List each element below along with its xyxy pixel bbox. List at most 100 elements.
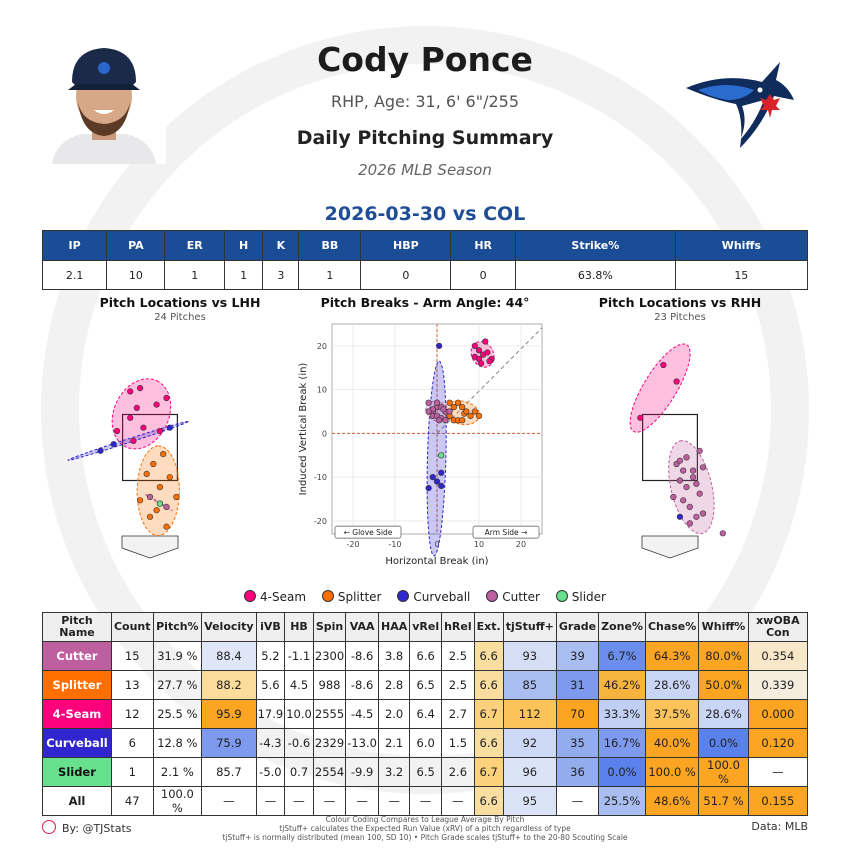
pitch-table-row: Cutter 15 31.9 % 88.4 5.2 -1.1 2300 -8.6 3.8 6.6 2… (42, 641, 809, 671)
location-point (156, 500, 163, 507)
pitch-metric-cell: — (555, 786, 600, 816)
break-point (438, 452, 445, 459)
location-point (146, 513, 154, 520)
pitch-name-cell: Cutter (42, 641, 112, 671)
location-point (686, 503, 693, 510)
location-point (166, 474, 173, 481)
pitch-table-row: 4-Seam 12 25.5 % 95.9 17.9 10.0 2555 -4.5 2.0 6.4… (42, 699, 809, 729)
legend-label: 4-Seam (260, 590, 307, 604)
pitch-metric-cell: 95.9 (201, 699, 257, 729)
pitch-metric-cell: 85.7 (201, 757, 257, 787)
pitch-metric-cell: — (312, 786, 347, 816)
stat-header: Strike% (515, 230, 676, 261)
pitch-metric-cell: -9.9 (345, 757, 379, 787)
location-point (173, 493, 180, 501)
pitch-metric-cell: 12.8 % (152, 728, 203, 758)
location-point (127, 388, 134, 395)
location-point (680, 497, 687, 504)
stat-header: HBP (360, 230, 452, 261)
pitch-metric-cell: -8.6 (345, 641, 379, 671)
break-point (459, 417, 466, 424)
location-point (696, 490, 703, 497)
location-point (130, 437, 137, 444)
arm-side-label: Arm Side → (485, 528, 528, 537)
pitch-metric-cell: 0.120 (747, 728, 809, 758)
pitch-metric-cell: 31.9 % (152, 641, 203, 671)
pitch-metric-cell: 6.6 (473, 641, 504, 671)
break-point (454, 399, 462, 406)
legend-label: Splitter (337, 590, 382, 604)
stat-header: IP (41, 230, 108, 261)
summary-title: Daily Pitching Summary (296, 127, 554, 149)
break-point (471, 408, 478, 415)
season-label: 2026 MLB Season (358, 161, 492, 179)
location-point (160, 451, 167, 458)
legend-label: Curveball (413, 590, 471, 604)
pitch-table-header: Whiff% (698, 612, 749, 642)
pitch-metrics-table: Pitch Name Count Pitch% Velocity iVB HB Spin VA… (42, 612, 809, 816)
y-tick-label: -20 (314, 517, 327, 526)
pitch-metric-cell: 27.7 % (152, 670, 203, 700)
player-bio: RHP, Age: 31, 6' 6"/255 (330, 92, 520, 111)
pitch-table-header: Spin (312, 612, 347, 642)
y-tick-label: 20 (317, 342, 327, 351)
legend-marker (397, 590, 410, 602)
x-tick-label: -10 (388, 540, 401, 549)
pitch-legend: 4-Seam Splitter Curveball Cutter Slider (0, 590, 850, 604)
home-plate (641, 535, 699, 559)
location-point (683, 484, 690, 491)
y-tick-label: -10 (314, 473, 327, 482)
pitch-metric-cell: 2300 (312, 641, 347, 671)
legend-label: Cutter (502, 590, 540, 604)
stat-value: 0 (450, 260, 517, 290)
x-tick-label: 20 (516, 540, 526, 549)
stat-header: Whiffs (674, 230, 809, 261)
pitch-metric-cell: 15 (110, 641, 154, 671)
stat-value: 1 (164, 260, 225, 290)
pitch-metric-cell: -4.3 (255, 728, 286, 758)
stat-value: 3 (262, 260, 300, 290)
stat-header: PA (106, 230, 166, 261)
stat-value: 1 (223, 260, 264, 290)
break-point (459, 404, 466, 411)
location-point (670, 493, 677, 501)
location-point (699, 464, 707, 471)
pitch-metric-cell: — (255, 786, 286, 816)
location-point (136, 497, 144, 504)
break-point (436, 342, 443, 349)
location-point (676, 477, 683, 484)
y-tick-label: 10 (317, 386, 327, 395)
location-point (127, 414, 134, 421)
legend-marker (486, 590, 499, 602)
legend-label: Slider (571, 590, 606, 604)
break-point (478, 360, 485, 367)
pitch-metric-cell: 39 (555, 641, 600, 671)
break-point (471, 342, 478, 349)
pitch-metric-cell: 33.3% (598, 699, 646, 729)
baseball-icon (42, 820, 56, 834)
footer-credit: By: @TJStats (42, 820, 132, 835)
pitch-metric-cell: 40.0% (644, 728, 700, 758)
stat-value: 63.8% (515, 260, 676, 290)
pitch-name-cell: 4-Seam (42, 699, 112, 729)
pitch-table-header: vRel (409, 612, 443, 642)
pitch-metric-cell: 6.6 (473, 728, 504, 758)
location-point (163, 394, 170, 402)
pitch-metric-cell: 112 (502, 699, 557, 729)
pitch-table-header: Pitch% (152, 612, 203, 642)
footer-note: tjStuff+ is normally distributed (mean 1… (222, 833, 628, 842)
pitch-metric-cell: 16.7% (598, 728, 646, 758)
pitch-metric-cell: 6.6 (473, 670, 504, 700)
pitch-name-cell: Slider (42, 757, 112, 787)
pitch-metric-cell: 46.2% (598, 670, 646, 700)
pitch-name-cell: Splitter (42, 670, 112, 700)
glove-side-label: ← Glove Side (344, 528, 393, 537)
pitch-break-plot: -20 -10 0 10 20 -20 -10 0 10 20 Horizontal Break (… (298, 323, 543, 565)
location-point (673, 378, 680, 385)
break-point (446, 399, 453, 406)
location-point (163, 523, 170, 530)
footer-note: tjStuff+ calculates the Expected Run Val… (279, 824, 571, 833)
pitch-metric-cell: 0.354 (747, 641, 809, 671)
pitch-metric-cell: 6.5 (409, 670, 443, 700)
location-point (693, 513, 700, 520)
